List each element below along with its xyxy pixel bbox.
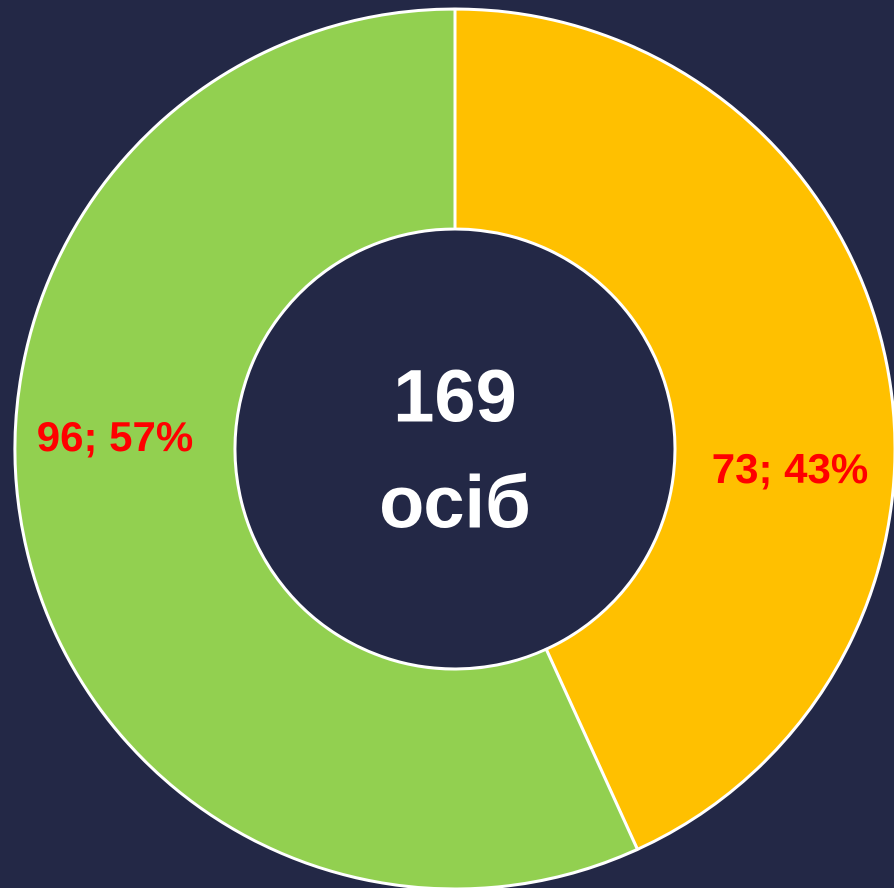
- value-label: 96; 57%: [37, 413, 193, 460]
- slices: [13, 7, 894, 888]
- center-total: 169: [393, 355, 516, 438]
- slice: [453, 7, 894, 852]
- value-label: 73; 43%: [712, 445, 868, 492]
- center-unit: осіб: [379, 461, 531, 544]
- slice: [13, 7, 640, 888]
